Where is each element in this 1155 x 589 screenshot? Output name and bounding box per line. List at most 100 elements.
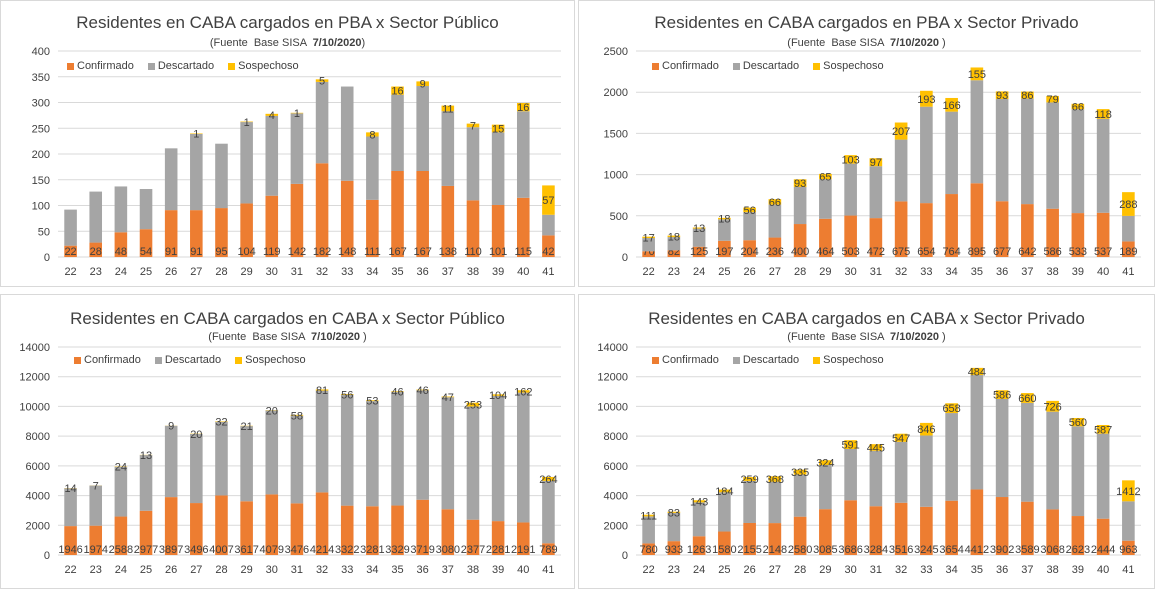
data-label-confirmado: 28 [90, 246, 102, 258]
x-tick-label: 33 [341, 266, 353, 278]
source-suffix: ) [938, 331, 946, 343]
bar-segment-confirmado [869, 218, 883, 257]
x-tick-label: 31 [291, 564, 303, 576]
x-tick-label: 27 [769, 564, 781, 576]
data-label-sospechoso: 5 [319, 76, 325, 88]
bar-segment-sospechoso [667, 235, 681, 238]
data-label-sospechoso: 660 [1018, 393, 1036, 405]
x-tick-label: 26 [165, 564, 177, 576]
data-label-sospechoso: 13 [693, 223, 705, 235]
data-label-sospechoso: 15 [492, 124, 504, 136]
data-label-confirmado: 464 [816, 246, 834, 258]
data-label-confirmado: 3589 [1015, 544, 1039, 556]
bar-segment-confirmado [114, 232, 128, 257]
data-label-sospechoso: 591 [841, 440, 859, 452]
legend-item-sospechoso: Sospechoso [235, 354, 306, 366]
data-label-sospechoso: 4 [269, 110, 275, 122]
data-label-confirmado: 3085 [813, 544, 837, 556]
data-label-sospechoso: 58 [291, 410, 303, 422]
data-label-sospechoso: 1412 [1116, 486, 1140, 498]
bar-segment-confirmado [164, 210, 178, 257]
bar-segment-sospechoso [340, 394, 354, 395]
bar-segment-descartado [1021, 98, 1034, 205]
bar-segment-sospechoso [819, 173, 832, 180]
bar-segment-descartado [692, 502, 706, 537]
bar-segment-confirmado [240, 501, 253, 555]
bar-segment-sospechoso [1122, 192, 1135, 216]
y-tick-label: 14000 [19, 342, 50, 354]
x-tick-label: 29 [819, 266, 831, 278]
data-label-confirmado: 4007 [209, 544, 233, 556]
data-label-confirmado: 4412 [965, 544, 989, 556]
x-tick-label: 30 [266, 266, 278, 278]
bar-segment-confirmado [416, 499, 429, 555]
bar-segment-confirmado [718, 531, 731, 555]
y-tick-label: 100 [32, 201, 50, 213]
bar-segment-sospechoso [416, 81, 429, 87]
data-label-confirmado: 764 [942, 246, 960, 258]
data-label-confirmado: 189 [1119, 246, 1137, 258]
x-tick-label: 35 [391, 266, 403, 278]
bar-segment-descartado [466, 127, 480, 201]
legend-swatch-sospechoso [813, 62, 821, 70]
bar-segment-descartado [240, 426, 253, 502]
legend-item-descartado: Descartado [147, 60, 214, 72]
data-label-sospechoso: 1 [193, 129, 199, 141]
bar-segment-descartado [290, 113, 304, 184]
data-label-sospechoso: 79 [1047, 94, 1059, 106]
bar-segment-descartado [1096, 433, 1110, 519]
x-tick-label: 31 [870, 564, 882, 576]
bar-segment-descartado [466, 406, 480, 520]
chart-legend: Confirmado Descartado Sospechoso [652, 60, 884, 72]
data-label-sospechoso: 560 [1069, 417, 1087, 429]
chart-legend: Confirmado Descartado Sospechoso [74, 354, 306, 366]
data-label-confirmado: 111 [364, 246, 381, 258]
data-label-sospechoso: 21 [241, 421, 253, 433]
source-suffix: ) [359, 331, 367, 343]
data-label-sospechoso: 18 [718, 214, 730, 226]
bar-segment-confirmado [768, 523, 782, 555]
bar-segment-descartado [391, 94, 404, 171]
source-date: 7/10/2020 [890, 331, 939, 343]
data-label-sospechoso: 56 [341, 390, 353, 402]
bar-segment-sospechoso [970, 367, 984, 376]
bar-segment-descartado [667, 512, 681, 542]
x-tick-label: 36 [996, 564, 1008, 576]
x-tick-label: 28 [215, 564, 227, 576]
x-tick-label: 41 [1122, 564, 1134, 576]
y-tick-label: 14000 [597, 342, 628, 354]
bar-segment-descartado [995, 99, 1009, 202]
data-label-confirmado: 3080 [436, 544, 460, 556]
legend-swatch-confirmado [67, 62, 74, 70]
bar-segment-descartado [215, 421, 228, 496]
bar-segment-confirmado [869, 506, 883, 555]
source-date: 7/10/2020 [311, 331, 360, 343]
y-tick-label: 0 [622, 550, 628, 562]
data-label-confirmado: 2623 [1066, 544, 1090, 556]
legend-swatch-confirmado [74, 356, 81, 364]
y-tick-label: 6000 [26, 461, 50, 473]
chart-source-note: (Fuente Base SISA 7/10/2020 ) [1, 331, 574, 343]
data-label-confirmado: 3902 [990, 544, 1014, 556]
bar-segment-sospechoso [416, 389, 429, 391]
x-tick-label: 25 [140, 564, 152, 576]
bar-segment-sospechoso [945, 403, 958, 414]
data-label-confirmado: 3496 [184, 544, 208, 556]
bar-segment-descartado [768, 481, 782, 524]
x-tick-label: 38 [467, 564, 479, 576]
bar-segment-sospechoso [642, 236, 655, 239]
bar-segment-confirmado [491, 521, 505, 555]
data-label-confirmado: 2377 [461, 544, 485, 556]
bar-segment-descartado [164, 425, 178, 498]
data-label-confirmado: 3329 [385, 544, 409, 556]
bar-segment-descartado [366, 136, 379, 200]
x-tick-label: 39 [492, 266, 504, 278]
legend-swatch-sospechoso [228, 62, 236, 70]
bar-segment-sospechoso [516, 103, 530, 112]
bar-segment-confirmado [718, 240, 731, 257]
data-label-confirmado: 895 [968, 246, 986, 258]
chart-svg: 0501001502002503003504002222232824482554… [32, 46, 561, 278]
data-label-confirmado: 1263 [687, 544, 711, 556]
x-tick-label: 34 [366, 266, 378, 278]
bar-segment-confirmado [819, 509, 832, 555]
